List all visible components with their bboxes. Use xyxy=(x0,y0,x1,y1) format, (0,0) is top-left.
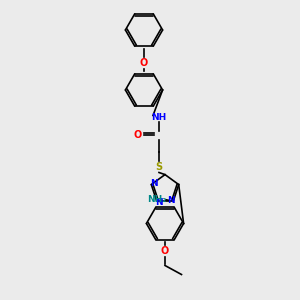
Text: O: O xyxy=(140,58,148,68)
Text: NH: NH xyxy=(152,112,166,122)
Text: S: S xyxy=(155,161,163,172)
Text: O: O xyxy=(134,130,142,140)
Text: O: O xyxy=(161,245,169,256)
Text: N: N xyxy=(167,196,175,205)
Text: N: N xyxy=(150,178,158,188)
Text: N: N xyxy=(155,198,163,207)
Text: NH₂: NH₂ xyxy=(147,195,167,204)
